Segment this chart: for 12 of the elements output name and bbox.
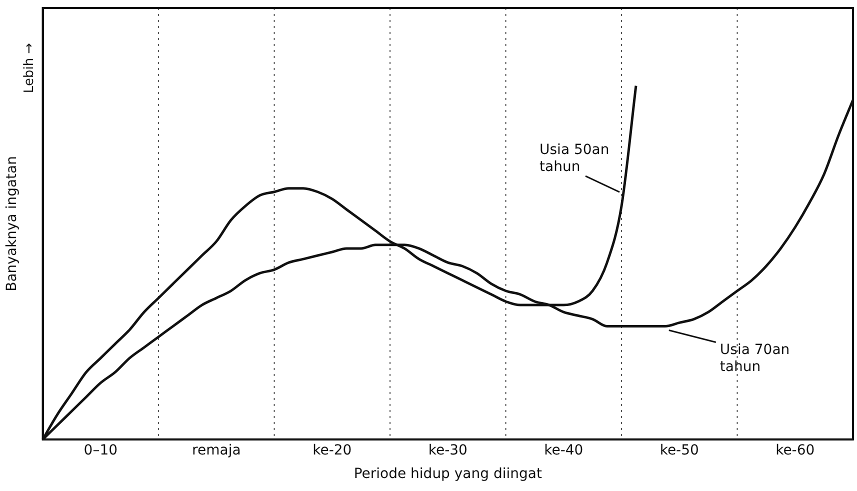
x-tick-label: ke-20 [312,442,352,458]
text: Usia 70an tahun [720,342,790,376]
series-label: Usia 50an tahun [540,142,610,176]
text: Lebih → [22,42,37,94]
x-tick-label: ke-50 [660,442,699,458]
x-tick-label: ke-60 [776,442,815,458]
x-tick-label: 0–10 [84,442,118,458]
y-axis-title: Banyaknya ingatan [4,156,20,292]
x-tick-label: ke-40 [544,442,584,458]
x-tick-label: remaja [192,442,241,458]
x-tick-label: ke-30 [428,442,468,458]
x-axis-title: Periode hidup yang diingat [354,466,542,482]
